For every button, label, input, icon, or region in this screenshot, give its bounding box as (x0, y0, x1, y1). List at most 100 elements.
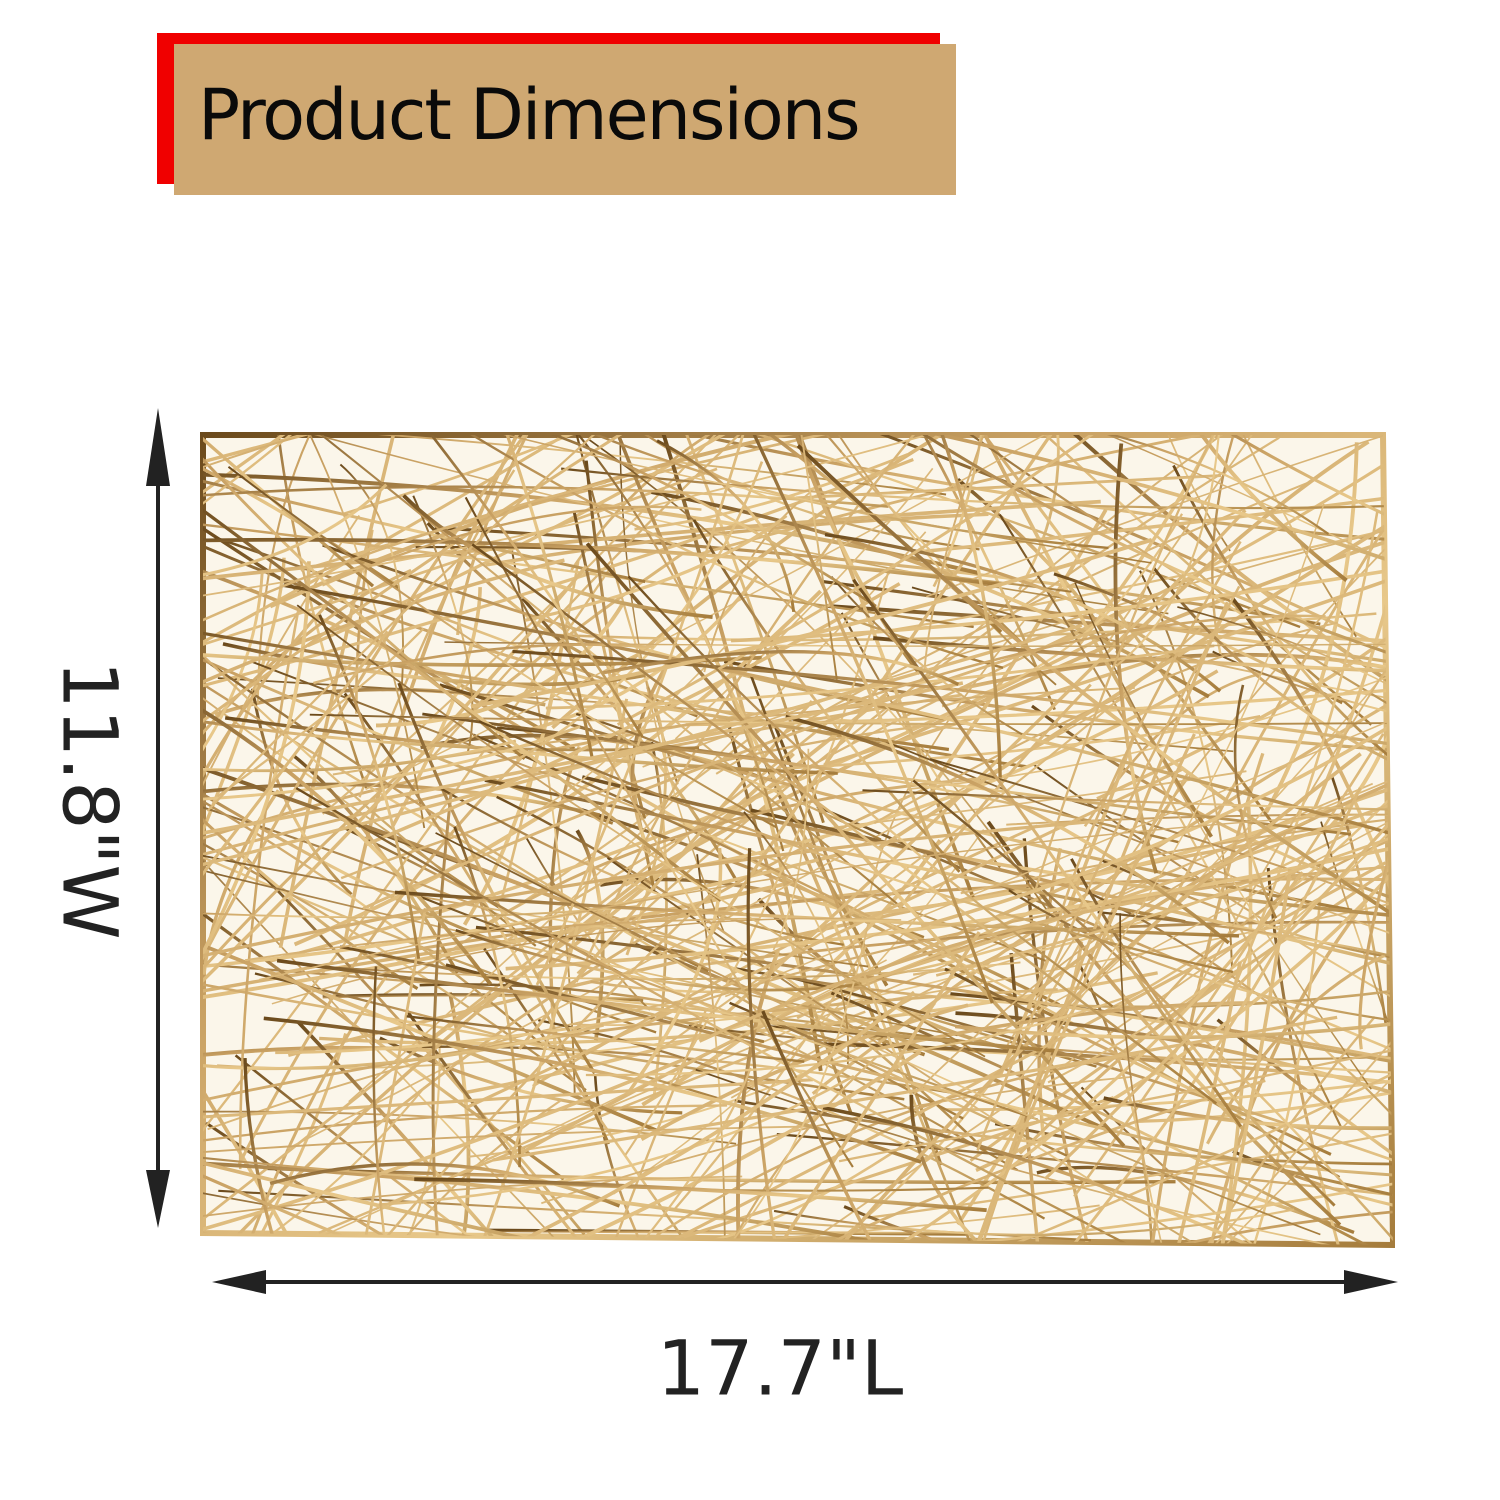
pattern-strand (203, 435, 729, 783)
pattern-strand (796, 444, 1393, 941)
pattern-strand (625, 847, 723, 1097)
pattern-strand (873, 636, 1393, 678)
pattern-strand (702, 435, 1077, 946)
pattern-strand (771, 435, 838, 680)
pattern-strand (481, 698, 629, 1241)
woven-pattern (203, 435, 1393, 1245)
placemat-image (200, 432, 1395, 1248)
pattern-strand (830, 575, 1023, 736)
pattern-strand (524, 514, 788, 622)
pattern-strand (492, 1015, 1338, 1162)
pattern-strand (203, 483, 388, 590)
pattern-strand (581, 775, 1393, 925)
pattern-strand (1115, 435, 1223, 668)
pattern-strand (203, 1078, 814, 1141)
pattern-strand (203, 1104, 728, 1221)
pattern-strand (321, 505, 702, 587)
pattern-strand (1047, 690, 1393, 1084)
pattern-strand (379, 1036, 683, 1115)
pattern-strand (1031, 704, 1393, 926)
pattern-strand (569, 435, 785, 852)
pattern-strand (338, 961, 1021, 981)
pattern-strand (203, 514, 361, 1134)
pattern-strand (439, 683, 1353, 912)
pattern-strand (203, 739, 517, 773)
pattern-strand (627, 575, 1114, 1008)
pattern-strand (203, 623, 1083, 909)
pattern-strand (244, 856, 657, 1245)
pattern-strand (784, 715, 1261, 770)
arrow-left-icon (212, 1270, 266, 1294)
pattern-strand (634, 453, 909, 531)
pattern-strand (960, 802, 1393, 895)
pattern-strand (353, 1045, 967, 1097)
pattern-strand (1119, 913, 1189, 1245)
pattern-strand (203, 435, 1204, 598)
pattern-strand (916, 435, 1002, 778)
pattern-strand (203, 851, 958, 1037)
pattern-strand (203, 435, 1169, 615)
pattern-strand (1177, 606, 1393, 732)
pattern-strand (312, 643, 655, 685)
pattern-strand (785, 714, 1230, 945)
pattern-strand (318, 614, 421, 959)
pattern-strand (941, 513, 1184, 708)
pattern-strand (519, 990, 916, 1244)
pattern-strand (862, 1053, 1393, 1220)
pattern-strand (203, 603, 762, 667)
pattern-strand (397, 682, 596, 1075)
pattern-strand (1034, 435, 1261, 891)
pattern-strand (579, 807, 1060, 1007)
pattern-strand (296, 604, 986, 1058)
pattern-strand (998, 513, 1343, 1129)
pattern-strand (203, 703, 700, 752)
pattern-strand (746, 848, 819, 1245)
pattern-strand (375, 602, 625, 728)
pattern-strand (824, 532, 1222, 693)
pattern-strand (354, 1044, 441, 1245)
pattern-strand (536, 435, 1393, 644)
pattern-strand (535, 435, 766, 986)
pattern-strand (244, 917, 760, 962)
pattern-strand (761, 1010, 1011, 1245)
pattern-strand (485, 512, 989, 567)
pattern-strand (726, 435, 994, 1004)
pattern-strand (203, 435, 375, 588)
pattern-strand (912, 779, 1393, 1245)
pattern-strand (203, 1023, 604, 1071)
pattern-strand (471, 543, 1218, 1105)
pattern-strand (243, 1058, 336, 1245)
pattern-strand (1114, 440, 1370, 655)
pattern-strand (698, 896, 1156, 1043)
pattern-strand (217, 677, 1234, 753)
pattern-strand (623, 1067, 752, 1245)
pattern-strand (318, 1010, 866, 1235)
pattern-strand (945, 1028, 1393, 1112)
pattern-strand (699, 920, 1393, 967)
pattern-strand (412, 495, 474, 753)
pattern-strand (292, 754, 460, 974)
pattern-strand (307, 435, 1030, 648)
pattern-strand (1210, 895, 1372, 1244)
pattern-strand (1125, 961, 1242, 1245)
pattern-strand (415, 894, 1039, 1121)
pattern-strand (911, 586, 1393, 737)
pattern-strand (203, 597, 334, 922)
pattern-strand (269, 1162, 621, 1208)
pattern-strand (456, 435, 580, 636)
pattern-strand (1097, 910, 1393, 968)
pattern-strand (642, 473, 1393, 768)
pattern-strand (203, 537, 999, 587)
pattern-strand (203, 498, 722, 902)
pattern-strand (203, 481, 606, 640)
pattern-strand (1054, 540, 1242, 930)
length-label: 17.7"L (656, 1323, 904, 1413)
pattern-strand (216, 627, 425, 798)
pattern-strand (515, 461, 764, 762)
pattern-strand (852, 578, 1242, 1128)
arrow-right-icon (1344, 1270, 1398, 1294)
pattern-strand (743, 811, 850, 1065)
pattern-strand (203, 863, 660, 1134)
